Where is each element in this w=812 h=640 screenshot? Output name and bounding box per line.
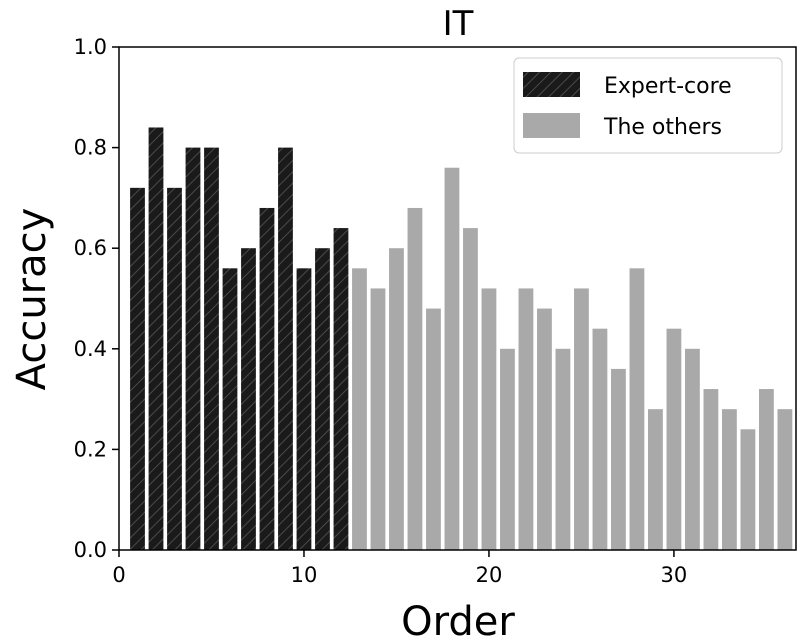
y-tick-label: 1.0: [74, 35, 107, 59]
bar-expert-core-1: [130, 187, 145, 550]
bar-the-others-29: [648, 409, 663, 550]
bars-group: [130, 127, 793, 550]
bar-expert-core-4: [185, 147, 201, 550]
bar-expert-core-2: [148, 127, 164, 550]
y-tick-label: 0.0: [74, 538, 107, 562]
x-tick-label: 20: [476, 563, 503, 587]
legend-box: [513, 57, 783, 154]
bar-the-others-32: [703, 389, 719, 550]
bar-expert-core-5: [204, 147, 219, 550]
bar-expert-core-7: [241, 248, 256, 550]
x-tick-label: 30: [661, 563, 688, 587]
bar-the-others-27: [611, 368, 626, 550]
bar-expert-core-3: [167, 187, 182, 550]
bar-the-others-22: [518, 288, 534, 550]
bar-the-others-14: [370, 288, 386, 550]
bar-expert-core-10: [296, 268, 312, 550]
legend-label-the-others: The others: [603, 115, 722, 140]
bar-the-others-18: [444, 167, 460, 550]
bar-the-others-19: [463, 228, 478, 550]
x-tick-label: 0: [112, 563, 125, 587]
bar-expert-core-6: [222, 268, 238, 550]
x-axis: 0 10 20 30: [112, 550, 687, 587]
plot-frame: [118, 46, 797, 551]
y-axis-label: Accuracy: [9, 208, 55, 391]
y-tick-label: 0.2: [74, 437, 107, 461]
bar-expert-core-11: [315, 248, 330, 550]
bar-the-others-13: [352, 268, 367, 550]
bar-the-others-17: [426, 308, 441, 550]
bar-the-others-34: [740, 429, 756, 550]
bar-the-others-36: [777, 409, 793, 550]
bar-the-others-15: [389, 248, 404, 550]
bar-expert-core-9: [278, 147, 293, 550]
y-tick-label: 0.8: [74, 136, 107, 160]
bar-expert-core-8: [259, 207, 275, 550]
chart-title: IT: [443, 4, 474, 44]
bar-the-others-31: [685, 348, 700, 550]
legend-label-expert-core: Expert-core: [604, 74, 732, 99]
bar-expert-core-12: [333, 228, 349, 550]
legend-swatch-expert-core: [523, 72, 580, 97]
y-tick-label: 0.4: [74, 337, 107, 361]
bar-the-others-26: [592, 328, 608, 550]
bar-the-others-28: [629, 268, 645, 550]
y-tick-label: 0.6: [74, 236, 107, 260]
bar-the-others-33: [722, 409, 737, 550]
bar-the-others-16: [407, 207, 423, 550]
x-tick-label: 10: [291, 563, 318, 587]
x-axis-label: Order: [401, 599, 515, 640]
legend-swatch-the-others: [523, 113, 580, 138]
bar-the-others-24: [555, 348, 571, 550]
bar-the-others-30: [666, 328, 682, 550]
bar-the-others-35: [759, 389, 774, 550]
y-axis: 0.0 0.2 0.4 0.6 0.8 1.0: [74, 35, 119, 562]
bar-the-others-25: [574, 288, 589, 550]
bar-the-others-21: [500, 348, 515, 550]
legend: Expert-core The others: [513, 57, 783, 154]
bar-the-others-23: [537, 308, 552, 550]
bar-the-others-20: [481, 288, 497, 550]
